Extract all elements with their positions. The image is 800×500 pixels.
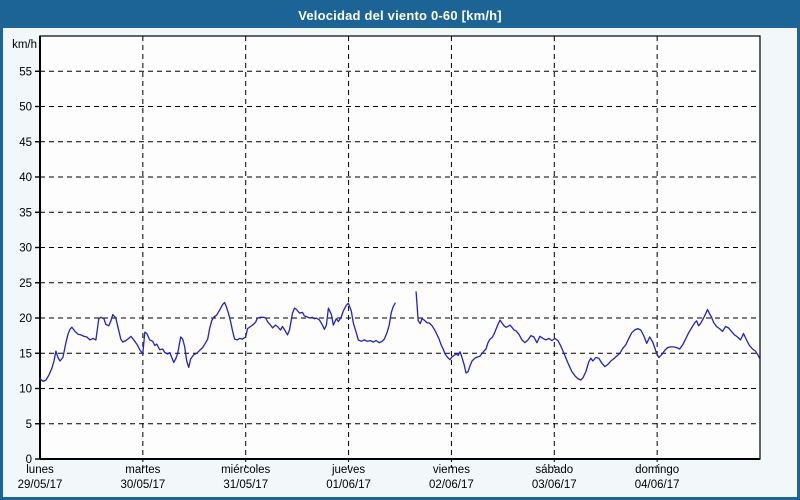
y-tick-label: 0	[26, 454, 32, 466]
wind-speed-chart: 0 5 10 15 20 25 30 35 40 45 50 55 km/h lunes 29/05/17 m…	[12, 35, 761, 491]
y-tick-label: 55	[19, 66, 32, 78]
x-day-label: viernes	[433, 464, 470, 476]
title-bar: Velocidad del viento 0-60 [km/h]	[3, 3, 797, 28]
wind-speed-line	[39, 301, 396, 383]
x-day-label: martes	[125, 464, 160, 476]
x-day-label: lunes	[26, 464, 54, 476]
window-title: Velocidad del viento 0-60 [km/h]	[298, 8, 502, 23]
y-tick-label: 35	[19, 207, 32, 219]
x-day-label: miércoles	[221, 464, 270, 476]
y-tick-label: 30	[19, 243, 32, 255]
y-tick-label: 20	[19, 313, 32, 325]
y-tick-label: 25	[19, 278, 32, 290]
y-tick-label: 10	[19, 384, 32, 396]
x-day-label: domingo	[635, 464, 679, 476]
x-day-label: jueves	[331, 464, 365, 476]
x-date-label: 02/06/17	[429, 479, 474, 491]
x-date-label: 31/05/17	[223, 479, 268, 491]
y-tick-label: 5	[26, 419, 32, 431]
x-date-label: 29/05/17	[18, 479, 63, 491]
y-tick-label: 45	[19, 137, 32, 149]
y-axis-unit-label: km/h	[12, 39, 37, 51]
x-date-label: 30/05/17	[120, 479, 165, 491]
y-tick-label: 15	[19, 348, 32, 360]
y-tick-label: 40	[19, 172, 32, 184]
y-tick-label: 50	[19, 102, 32, 114]
x-day-label: sábado	[535, 464, 573, 476]
wind-speed-line	[415, 291, 761, 381]
x-date-label: 04/06/17	[635, 479, 680, 491]
x-date-label: 03/06/17	[532, 479, 577, 491]
x-date-label: 01/06/17	[326, 479, 371, 491]
